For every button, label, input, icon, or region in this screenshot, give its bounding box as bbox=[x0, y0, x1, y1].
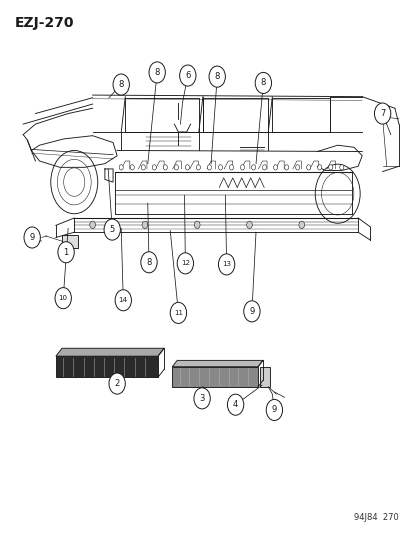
Polygon shape bbox=[172, 360, 262, 367]
Circle shape bbox=[284, 165, 288, 170]
Circle shape bbox=[273, 165, 277, 170]
Circle shape bbox=[152, 165, 156, 170]
Text: 9: 9 bbox=[249, 307, 254, 316]
Circle shape bbox=[142, 221, 147, 229]
Circle shape bbox=[170, 302, 186, 324]
Circle shape bbox=[24, 227, 40, 248]
Text: 3: 3 bbox=[199, 394, 204, 403]
Bar bbox=[56, 356, 158, 377]
Circle shape bbox=[58, 241, 74, 263]
Circle shape bbox=[251, 165, 255, 170]
Text: 9: 9 bbox=[271, 406, 276, 415]
Polygon shape bbox=[56, 348, 164, 356]
Circle shape bbox=[149, 62, 165, 83]
Text: 7: 7 bbox=[379, 109, 385, 118]
Circle shape bbox=[218, 254, 234, 275]
Circle shape bbox=[373, 103, 390, 124]
Text: 8: 8 bbox=[214, 72, 219, 81]
Circle shape bbox=[104, 219, 120, 240]
Text: 6: 6 bbox=[185, 71, 190, 80]
Circle shape bbox=[140, 252, 157, 273]
Text: 9: 9 bbox=[29, 233, 35, 242]
Circle shape bbox=[266, 399, 282, 421]
Circle shape bbox=[177, 253, 193, 274]
Circle shape bbox=[207, 165, 211, 170]
Text: 1: 1 bbox=[63, 248, 69, 257]
Circle shape bbox=[113, 74, 129, 95]
Circle shape bbox=[141, 165, 145, 170]
Text: 13: 13 bbox=[221, 261, 230, 268]
Text: 94J84  270: 94J84 270 bbox=[354, 513, 398, 522]
Circle shape bbox=[240, 165, 244, 170]
Circle shape bbox=[295, 165, 299, 170]
Bar bbox=[259, 367, 270, 387]
Bar bbox=[62, 235, 78, 248]
Circle shape bbox=[196, 165, 200, 170]
Circle shape bbox=[194, 221, 199, 229]
Text: 11: 11 bbox=[173, 310, 183, 316]
Circle shape bbox=[254, 72, 271, 93]
Circle shape bbox=[209, 66, 225, 87]
Text: EZJ-270: EZJ-270 bbox=[15, 16, 74, 30]
Text: 8: 8 bbox=[118, 80, 123, 89]
Circle shape bbox=[119, 165, 123, 170]
Text: 10: 10 bbox=[59, 295, 68, 301]
Circle shape bbox=[179, 65, 195, 86]
Text: 8: 8 bbox=[154, 68, 159, 77]
Circle shape bbox=[227, 394, 243, 415]
Circle shape bbox=[55, 288, 71, 309]
Text: 8: 8 bbox=[146, 258, 151, 267]
Circle shape bbox=[115, 290, 131, 311]
Bar bbox=[172, 367, 257, 387]
Text: 12: 12 bbox=[180, 260, 190, 266]
Circle shape bbox=[130, 165, 134, 170]
Text: 14: 14 bbox=[119, 297, 128, 303]
Circle shape bbox=[185, 165, 189, 170]
Circle shape bbox=[328, 165, 332, 170]
Text: 8: 8 bbox=[260, 78, 266, 87]
Text: 5: 5 bbox=[109, 225, 114, 234]
Circle shape bbox=[174, 165, 178, 170]
Circle shape bbox=[246, 221, 252, 229]
Circle shape bbox=[229, 165, 233, 170]
Circle shape bbox=[306, 165, 310, 170]
Circle shape bbox=[193, 388, 210, 409]
Circle shape bbox=[163, 165, 167, 170]
Text: 2: 2 bbox=[114, 379, 119, 388]
Circle shape bbox=[90, 221, 95, 229]
Text: 4: 4 bbox=[233, 400, 237, 409]
Circle shape bbox=[339, 165, 343, 170]
Circle shape bbox=[298, 221, 304, 229]
Circle shape bbox=[262, 165, 266, 170]
Circle shape bbox=[317, 165, 321, 170]
Circle shape bbox=[109, 373, 125, 394]
Circle shape bbox=[243, 301, 259, 322]
Circle shape bbox=[218, 165, 222, 170]
